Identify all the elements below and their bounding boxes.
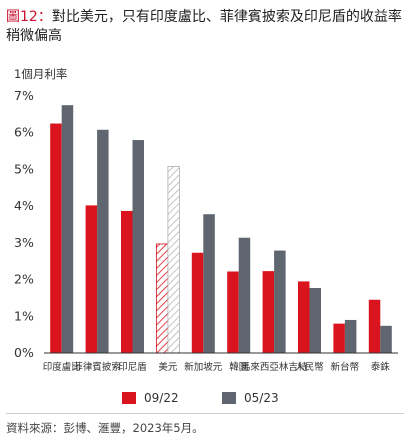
legend-item-0922: 09/22 <box>122 391 179 405</box>
source-note: 資料來源：彭博、滙豐，2023年5月。 <box>6 421 204 435</box>
bar-0922-9 <box>368 299 381 353</box>
legend-item-0523: 05/23 <box>222 391 279 405</box>
category-label: 菲律賓披索 <box>73 361 121 373</box>
bar-0922-6 <box>262 271 275 353</box>
bar-0523-4 <box>203 214 215 353</box>
category-label: 馬來西亞林吉特 <box>241 361 308 373</box>
chart-title: 圖12：對比美元，只有印度盧比、菲律賓披索及印尼盾的收益率稍微偏高 <box>6 8 404 46</box>
y-tick-label: 2% <box>14 272 34 287</box>
category-label: 韓圜 <box>229 362 248 373</box>
bar-0922-1 <box>85 205 98 353</box>
bar-0922-7 <box>298 281 310 353</box>
bar-0523-2 <box>132 140 144 353</box>
y-tick-label: 4% <box>14 198 34 213</box>
y-tick-label: 1% <box>14 308 34 323</box>
category-label: 人民幣 <box>295 361 324 373</box>
y-tick-label: 6% <box>14 125 34 140</box>
bars <box>50 105 392 354</box>
bar-0523-7 <box>309 288 321 353</box>
bar-0523-6 <box>274 250 286 353</box>
category-label: 印尼盾 <box>118 361 147 373</box>
y-tick-label: 3% <box>14 235 34 250</box>
footer-divider <box>6 413 404 414</box>
legend-label-0922: 09/22 <box>144 391 179 405</box>
bar-0523-0 <box>61 105 74 353</box>
y-axis-title: 1個月利率 <box>14 67 68 81</box>
legend: 09/22 05/23 <box>0 391 410 407</box>
bar-0922-0 <box>50 123 62 354</box>
legend-label-0523: 05/23 <box>244 391 279 405</box>
category-label: 美元 <box>158 361 178 373</box>
bar-0922-8 <box>333 323 345 353</box>
bar-0922-2 <box>121 210 133 353</box>
y-tick-label: 5% <box>14 161 34 176</box>
bar-0523-8 <box>344 319 357 353</box>
bar-0922-5 <box>227 271 239 353</box>
category-label: 新台幣 <box>331 361 360 373</box>
legend-swatch-0523 <box>222 392 236 404</box>
category-label: 印度盧比 <box>43 361 81 373</box>
legend-swatch-0922 <box>122 392 136 404</box>
y-tick-label: 7% <box>14 88 34 103</box>
y-axis: 0% 1% 2% 3% 4% 5% 6% 7% <box>14 88 34 360</box>
title-text: 對比美元，只有印度盧比、菲律賓披索及印尼盾的收益率稍微偏高 <box>6 9 402 44</box>
bar-0523-9 <box>380 325 392 353</box>
bar-0922-3 <box>155 243 169 354</box>
category-label: 泰銖 <box>371 361 391 373</box>
bar-0523-1 <box>97 129 109 353</box>
bar-0922-4 <box>191 252 204 353</box>
bar-0523-5 <box>238 237 251 353</box>
bar-0523-3 <box>167 166 180 354</box>
category-label: 新加坡元 <box>184 361 223 373</box>
y-tick-label: 0% <box>14 345 34 360</box>
figure-label: 圖12： <box>6 9 52 25</box>
